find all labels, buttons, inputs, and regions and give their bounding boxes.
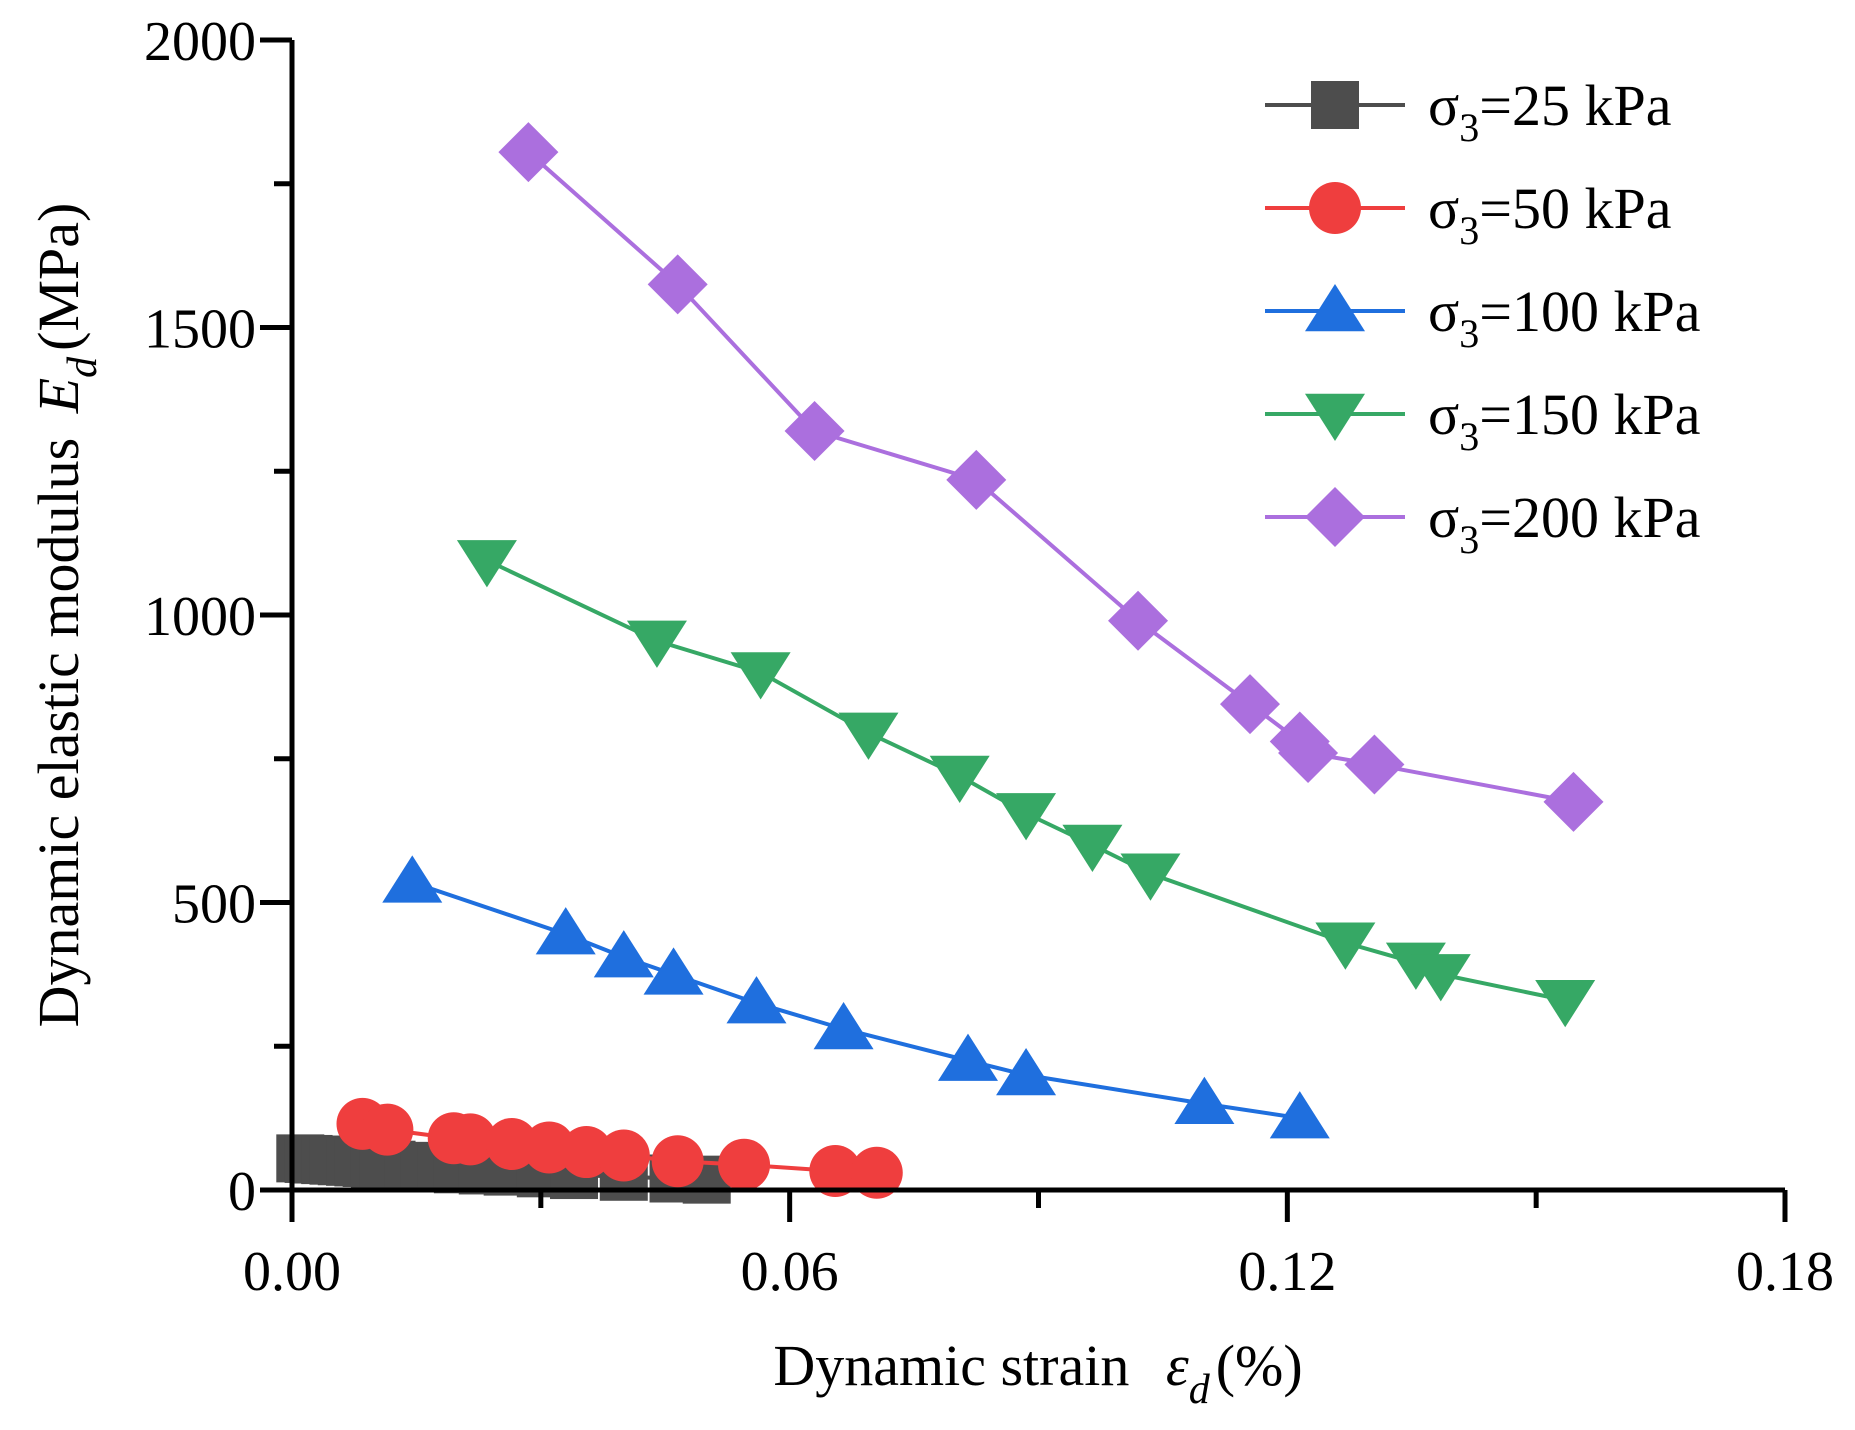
data-point [1344, 734, 1405, 795]
y-tick-label: 1500 [144, 299, 256, 361]
data-point [498, 122, 559, 183]
data-point [643, 947, 704, 995]
data-point [850, 1146, 903, 1199]
data-point [626, 620, 687, 668]
legend-label-suffix: =25 kPa [1479, 73, 1671, 138]
legend-marker [1305, 284, 1365, 332]
legend-label: σ3=50 kPa [1428, 176, 1671, 253]
x-axis-label-subscript: d [1189, 1367, 1211, 1413]
data-point [1543, 771, 1604, 832]
data-point [718, 1138, 771, 1191]
data-point [809, 1145, 862, 1198]
x-tick-label: 0.18 [1736, 1241, 1834, 1303]
legend-marker [1309, 182, 1361, 234]
data-point [361, 1103, 414, 1156]
y-tick-label: 500 [172, 874, 256, 936]
data-point [1062, 824, 1123, 872]
data-point [444, 1113, 497, 1166]
legend-label-subscript: 3 [1459, 105, 1479, 150]
y-axis-label-main: Dynamic elastic modulus [26, 438, 91, 1028]
series-4 [498, 122, 1604, 832]
legend-label: σ3=100 kPa [1428, 279, 1700, 356]
y-axis-label-unit: (MPa) [26, 203, 91, 351]
data-point [730, 652, 791, 700]
data-point [456, 540, 517, 588]
x-axis-label-main: Dynamic strain [773, 1333, 1129, 1398]
legend-item: σ3=25 kPa [1265, 73, 1671, 150]
y-tick-label: 2000 [144, 11, 256, 73]
legend-label-suffix: =100 kPa [1479, 279, 1700, 344]
x-tick-label: 0.12 [1238, 1241, 1336, 1303]
data-point [937, 1033, 998, 1081]
legend-label-prefix: σ [1428, 382, 1459, 447]
legend-item: σ3=50 kPa [1265, 176, 1671, 253]
data-point [597, 1129, 650, 1182]
data-point [1269, 1091, 1330, 1139]
data-point [1535, 980, 1596, 1028]
data-point [593, 930, 654, 978]
legend-label-prefix: σ [1428, 279, 1459, 344]
data-point [1278, 723, 1339, 783]
legend-label: σ3=150 kPa [1428, 382, 1700, 459]
series-2 [382, 855, 1330, 1139]
legend-label: σ3=25 kPa [1428, 73, 1671, 150]
data-point [1108, 590, 1169, 651]
legend-item: σ3=150 kPa [1265, 382, 1700, 459]
ticks-layer: 0.00 0.06 0.12 0.18 0 500 1000 1500 2000 [144, 11, 1834, 1303]
x-axis-label-symbol: ε [1166, 1333, 1189, 1398]
data-point [813, 1002, 874, 1050]
legend-marker [1311, 81, 1359, 129]
legend-label-subscript: 3 [1459, 208, 1479, 253]
legend-label-subscript: 3 [1459, 311, 1479, 356]
data-point [1174, 1076, 1235, 1124]
data-point [996, 1048, 1057, 1096]
legend-label-subscript: 3 [1459, 517, 1479, 562]
legend-label-prefix: σ [1428, 176, 1459, 241]
data-point [1410, 954, 1471, 1002]
data-point [1220, 674, 1281, 735]
data-point [726, 976, 787, 1024]
data-point [1315, 922, 1376, 970]
x-axis-label: Dynamic strain εd (%) [773, 1333, 1302, 1413]
legend-marker [1305, 393, 1365, 441]
data-point [784, 401, 845, 461]
legend-label-subscript: 3 [1459, 414, 1479, 459]
legend-marker [1305, 487, 1365, 547]
data-point [929, 755, 990, 803]
series-line [527, 150, 1574, 804]
data-point [382, 855, 443, 903]
data-point [485, 1118, 538, 1170]
y-axis-label: Dynamic elastic modulus Ed (MPa) [26, 203, 106, 1028]
data-point [996, 793, 1057, 841]
data-point [651, 1135, 704, 1188]
series-line [411, 880, 1301, 1121]
x-tick-label: 0.00 [243, 1241, 341, 1303]
series-3 [456, 540, 1596, 1028]
legend-label: σ3=200 kPa [1428, 485, 1700, 562]
y-tick-label: 0 [228, 1161, 256, 1223]
x-axis-label-unit: (%) [1216, 1333, 1303, 1398]
legend-label-suffix: =50 kPa [1479, 176, 1671, 241]
x-tick-label: 0.06 [741, 1241, 839, 1303]
data-point [946, 449, 1007, 510]
legend-item: σ3=100 kPa [1265, 279, 1700, 356]
series-1 [336, 1097, 903, 1199]
y-tick-label: 1000 [144, 586, 256, 648]
series-layer [276, 122, 1604, 1204]
y-axis-label-symbol: E [26, 378, 91, 414]
data-point [838, 712, 899, 760]
legend-label-suffix: =150 kPa [1479, 382, 1700, 447]
data-point [535, 907, 596, 955]
data-point [1120, 853, 1181, 901]
data-point [560, 1126, 613, 1179]
y-axis-label-subscript: d [60, 356, 106, 378]
data-point [647, 254, 708, 315]
legend-label-prefix: σ [1428, 73, 1459, 138]
legend-item: σ3=200 kPa [1265, 485, 1700, 562]
legend-label-suffix: =200 kPa [1479, 485, 1700, 550]
legend-label-prefix: σ [1428, 485, 1459, 550]
